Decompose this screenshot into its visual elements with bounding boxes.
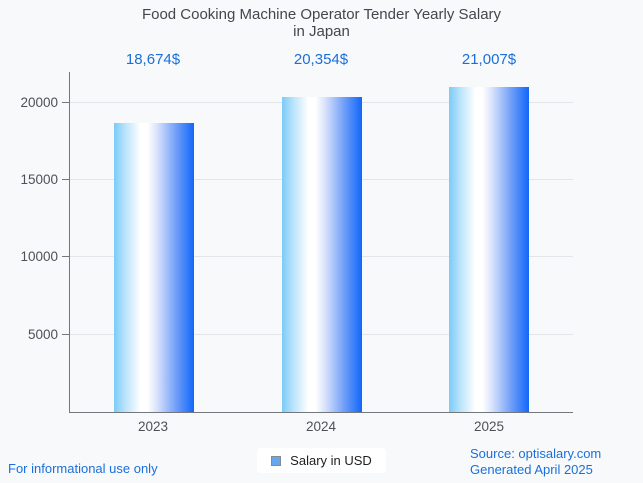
bar-slot-2025 — [405, 72, 573, 412]
legend-box: Salary in USD — [257, 448, 386, 473]
bar-2024 — [281, 97, 362, 412]
bar-slot-2023 — [70, 72, 238, 412]
bar-value-labels: 18,674$ 20,354$ 21,007$ — [69, 51, 573, 71]
chart-title: Food Cooking Machine Operator Tender Yea… — [0, 6, 643, 40]
bar-value-label-2023: 18,674$ — [125, 51, 181, 68]
y-tick-15000 — [62, 179, 69, 181]
y-tick-10000 — [62, 256, 69, 258]
bar-value-label-2024: 20,354$ — [293, 51, 349, 68]
bar-slot-2024 — [238, 72, 406, 412]
y-axis-label-10000: 10000 — [20, 249, 58, 265]
source-info: Source: optisalary.com Generated April 2… — [470, 446, 601, 478]
chart-title-line2: in Japan — [293, 23, 350, 40]
y-axis-label-20000: 20000 — [20, 94, 58, 110]
source-text: Source: optisalary.com — [470, 446, 602, 461]
y-axis-label-5000: 5000 — [27, 326, 58, 342]
chart-legend: Salary in USD — [0, 448, 643, 473]
plot-area: 5000 10000 15000 20000 — [20, 72, 573, 413]
x-axis-label-2024: 2024 — [305, 419, 337, 434]
y-tick-5000 — [62, 333, 69, 335]
y-tick-20000 — [62, 101, 69, 103]
x-axis-labels: 2023 2024 2025 — [69, 419, 573, 434]
disclaimer-text: For informational use only — [8, 461, 158, 476]
bar-2025 — [449, 87, 530, 412]
x-axis-label-2025: 2025 — [473, 419, 505, 434]
bar-group — [70, 72, 573, 412]
y-axis-label-15000: 15000 — [20, 172, 58, 188]
bar-value-label-2025: 21,007$ — [461, 51, 517, 68]
chart-title-line1: Food Cooking Machine Operator Tender Yea… — [141, 6, 502, 23]
generated-text: Generated April 2025 — [470, 462, 593, 477]
legend-label: Salary in USD — [290, 453, 372, 468]
legend-swatch-icon — [271, 455, 282, 466]
bar-2023 — [113, 123, 194, 412]
x-axis-label-2023: 2023 — [137, 419, 169, 434]
